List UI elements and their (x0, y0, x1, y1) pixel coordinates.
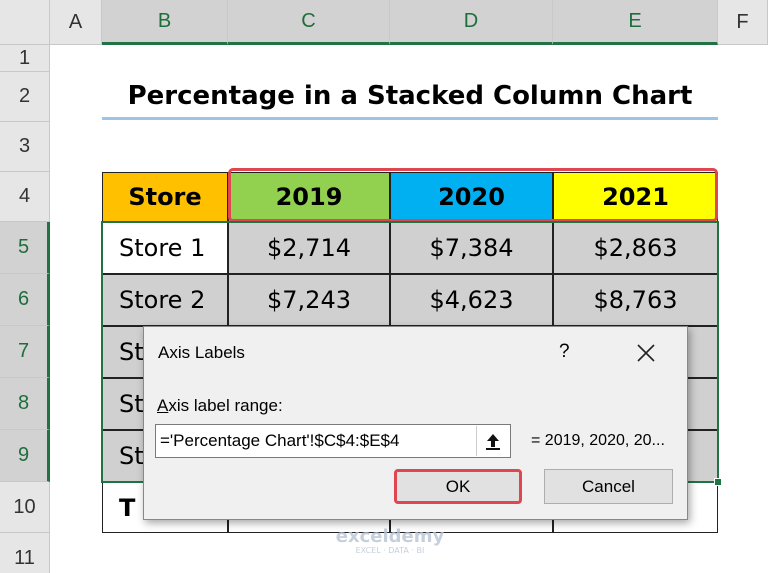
row-header: 2 (0, 72, 50, 122)
highlight-box (228, 168, 718, 222)
cancel-button[interactable]: Cancel (544, 469, 673, 504)
title-underline (102, 117, 718, 120)
selection-handle (714, 478, 722, 486)
row-header: 7 (0, 326, 50, 378)
table-header: 2021 (553, 172, 718, 222)
watermark-tagline: EXCEL · DATA · BI (355, 545, 425, 555)
help-button[interactable]: ? (559, 341, 570, 362)
column-header: C (228, 0, 390, 45)
value-cell: $4,623 (390, 274, 553, 326)
collapse-button[interactable] (476, 426, 510, 456)
watermark-brand: exceldemy (335, 525, 445, 547)
row-header: 8 (0, 378, 50, 430)
select-all (0, 0, 50, 45)
range-preview: = 2019, 2020, 20... (531, 432, 665, 449)
dialog-title: Axis Labels (158, 343, 245, 362)
column-header: E (553, 0, 718, 45)
table-header: 2019 (228, 172, 390, 222)
row-header: 3 (0, 122, 50, 172)
range-input[interactable]: ='Percentage Chart'!$C$4:$E$4 (155, 424, 511, 458)
range-label: Axis label range: (157, 396, 283, 415)
column-header: A (50, 0, 102, 45)
sheet-title: Percentage in a Stacked Column Chart (127, 81, 693, 111)
value-cell: $2,714 (228, 222, 390, 274)
row-header: 4 (0, 172, 50, 222)
column-header: D (390, 0, 553, 45)
row-header: 10 (0, 482, 50, 533)
value-cell: $7,243 (228, 274, 390, 326)
row-header: 6 (0, 274, 50, 326)
row-header: 9 (0, 430, 50, 482)
range-text: ='Percentage Chart'!$C$4:$E$4 (160, 431, 400, 450)
store-cell: Store 2 (102, 274, 228, 326)
table-header: Store (102, 172, 228, 222)
column-header: B (102, 0, 228, 45)
row-header: 11 (0, 533, 50, 573)
value-cell: $2,863 (553, 222, 718, 274)
column-header: F (718, 0, 768, 45)
row-header: 5 (0, 222, 50, 274)
value-cell: $7,384 (390, 222, 553, 274)
store-cell: Store 1 (102, 222, 228, 274)
close-button[interactable] (636, 343, 656, 363)
axis-labels-dialog: Axis Labels ? Axis label range: ='Percen… (143, 326, 688, 520)
row-header: 1 (0, 45, 50, 72)
ok-button[interactable]: OK (394, 469, 522, 504)
